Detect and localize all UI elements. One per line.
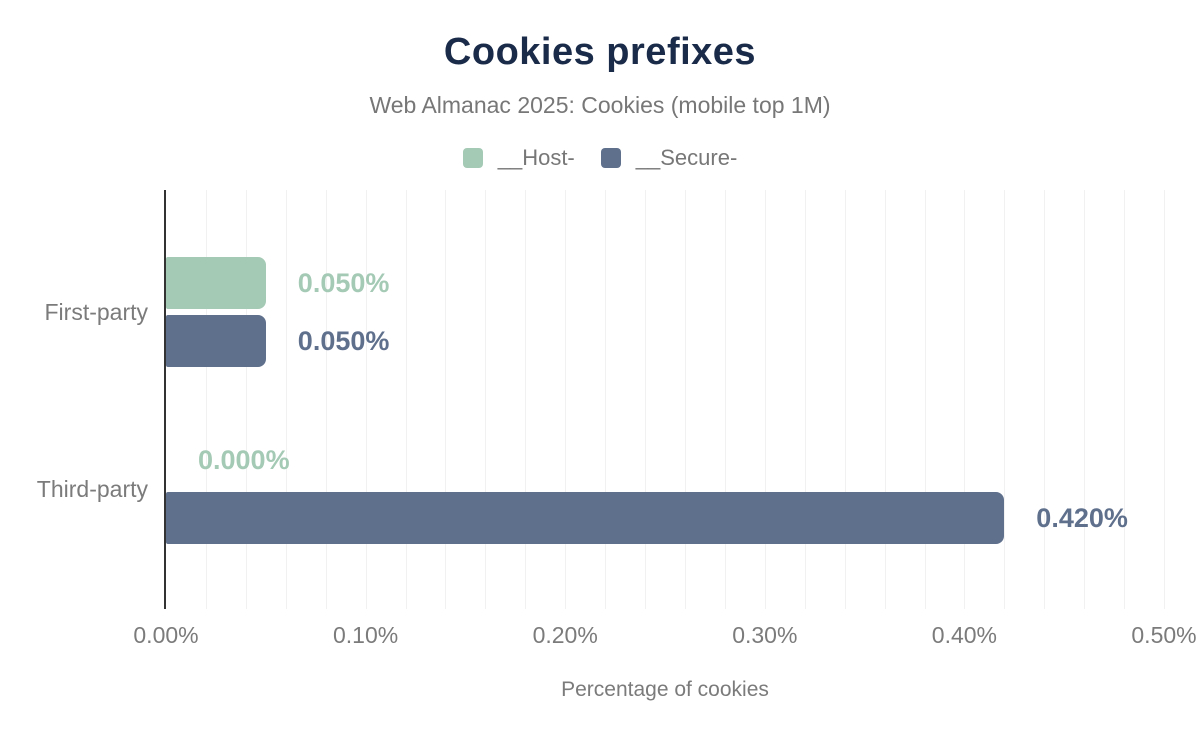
x-tick-label: 0.10% — [332, 622, 399, 648]
legend: __Host- __Secure- — [0, 144, 1200, 172]
x-tick-label: 0.20% — [532, 622, 598, 648]
legend-label: __Host- — [497, 145, 575, 170]
value-label: 0.050% — [297, 325, 390, 356]
category-label: Third-party — [36, 476, 148, 503]
legend-item-secure[interactable]: __Secure- — [600, 145, 738, 171]
bar-host-firstparty[interactable] — [166, 256, 266, 309]
gridline — [844, 190, 846, 609]
gridline — [605, 190, 607, 609]
gridline — [525, 190, 527, 609]
gridline — [485, 190, 487, 609]
legend-item-host[interactable]: __Host- — [462, 145, 575, 171]
y-axis-line — [164, 190, 166, 609]
plot-area: First-party 0.050% 0.050% Third-party 0.000%… — [37, 190, 1165, 609]
gridline — [1084, 190, 1086, 609]
legend-swatch-icon — [462, 148, 483, 168]
gridline — [205, 190, 207, 609]
gridline — [685, 190, 686, 609]
x-tick-label: 0.50% — [1131, 622, 1197, 648]
gridline — [365, 190, 367, 609]
gridline — [764, 190, 766, 609]
gridline — [1004, 190, 1006, 609]
legend-swatch-icon — [600, 148, 621, 168]
category-label: First-party — [44, 298, 149, 325]
gridline — [285, 190, 287, 609]
gridline — [405, 190, 407, 609]
legend-label: __Secure- — [635, 145, 738, 170]
gridline — [724, 190, 726, 609]
gridline — [645, 190, 646, 609]
gridline — [1164, 190, 1165, 609]
gridline — [884, 190, 886, 609]
gridline — [924, 190, 926, 609]
x-axis-title: Percentage of cookies — [561, 678, 769, 701]
chart-title: Cookies prefixes — [443, 31, 757, 73]
gridline — [964, 190, 966, 609]
gridline — [804, 190, 806, 609]
bar-secure-thirdparty[interactable] — [166, 492, 1005, 545]
gridline — [325, 190, 327, 609]
value-label: 0.050% — [297, 267, 390, 298]
x-tick-label: 0.40% — [931, 622, 997, 648]
x-tick-label: 0.30% — [732, 622, 798, 648]
gridline — [1124, 190, 1126, 609]
bar-secure-firstparty[interactable] — [166, 314, 266, 367]
gridline — [1044, 190, 1046, 609]
x-tick-label: 0.00% — [133, 622, 199, 648]
gridline — [565, 190, 567, 609]
gridline — [245, 190, 247, 609]
gridline — [445, 190, 447, 609]
chart-subtitle: Web Almanac 2025: Cookies (mobile top 1M… — [369, 92, 831, 118]
value-label: 0.000% — [198, 445, 290, 476]
value-label: 0.420% — [1036, 503, 1128, 534]
